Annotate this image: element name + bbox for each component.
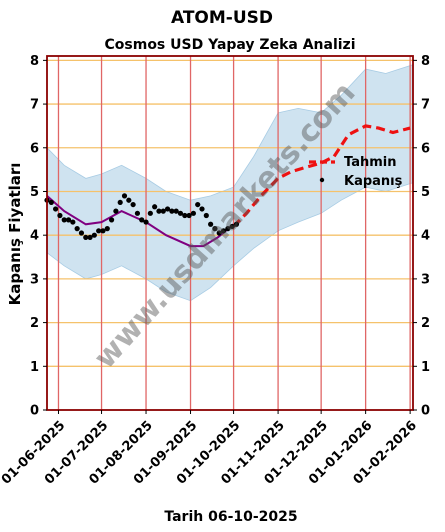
data-point [156, 208, 162, 214]
y-tick-label-right: 3 [421, 272, 430, 287]
y-tick-label: 3 [30, 272, 39, 287]
data-point [104, 226, 110, 232]
legend-points-swatch [319, 177, 325, 183]
data-point [160, 208, 166, 214]
data-point [143, 219, 149, 225]
data-point [139, 217, 145, 223]
y-tick-label-right: 0 [421, 404, 430, 419]
y-axis-label: Kapanış Fiyatları [6, 163, 24, 306]
data-point [48, 199, 54, 206]
y-tick-label: 0 [30, 404, 39, 419]
y-tick-label: 6 [30, 141, 39, 156]
footer-date: Tarih 06-10-2025 [164, 509, 297, 525]
data-point [152, 204, 158, 210]
legend-forecast-label: Tahmin [344, 155, 396, 170]
y-tick-label-right: 8 [421, 54, 430, 69]
data-point [233, 221, 240, 227]
data-point [113, 208, 119, 214]
y-tick-label: 7 [30, 98, 39, 113]
y-tick-label-right: 5 [421, 185, 430, 200]
y-tick-label-right: 1 [421, 360, 430, 375]
data-point [57, 212, 63, 219]
legend: Tahmin Kapanış [309, 155, 403, 189]
y-tick-label-right: 4 [421, 229, 430, 244]
y-tick-label: 1 [30, 360, 39, 375]
data-point [220, 228, 227, 234]
data-point [182, 212, 188, 219]
data-point [91, 232, 97, 238]
y-tick-label-right: 7 [421, 98, 430, 113]
y-tick-label: 5 [30, 185, 39, 200]
chart-title: ATOM-USD [171, 8, 273, 28]
data-point [199, 206, 205, 212]
plot-frame [46, 55, 414, 411]
data-point [169, 208, 175, 214]
data-point [164, 206, 171, 212]
data-point [173, 208, 179, 214]
data-point [74, 226, 80, 232]
data-point [203, 212, 209, 219]
data-point [108, 217, 115, 223]
data-point [212, 226, 218, 232]
data-point [130, 201, 136, 208]
y-tick-label: 4 [30, 229, 39, 244]
data-point [53, 206, 59, 212]
forecast-line [232, 124, 411, 228]
data-point [229, 223, 235, 230]
data-point [61, 217, 67, 223]
data-point [70, 219, 76, 225]
plot-area: 0 01 12 23 34 45 56 67 78 801-06-202501-07-202501… [0, 54, 430, 488]
data-point [65, 217, 72, 223]
y-tick-label: 8 [30, 54, 39, 69]
data-point [134, 210, 141, 216]
legend-points-label: Kapanış [344, 174, 403, 189]
data-point [121, 193, 128, 199]
data-point [177, 210, 184, 216]
data-point [208, 221, 214, 227]
y-tick-label: 2 [30, 316, 39, 331]
data-point [78, 230, 85, 236]
data-point [126, 197, 132, 203]
data-point [100, 228, 106, 234]
data-point [186, 212, 192, 219]
data-point [195, 201, 201, 208]
data-point [147, 210, 153, 216]
data-point [83, 234, 89, 240]
data-point [96, 228, 102, 234]
y-tick-label-right: 2 [421, 316, 430, 331]
data-point [117, 199, 123, 206]
data-point [87, 234, 93, 240]
data-point [225, 226, 231, 232]
chart-subtitle: Cosmos USD Yapay Zeka Analizi [105, 37, 356, 53]
data-point [216, 230, 222, 236]
data-point [190, 210, 196, 216]
y-tick-label-right: 6 [421, 141, 430, 156]
